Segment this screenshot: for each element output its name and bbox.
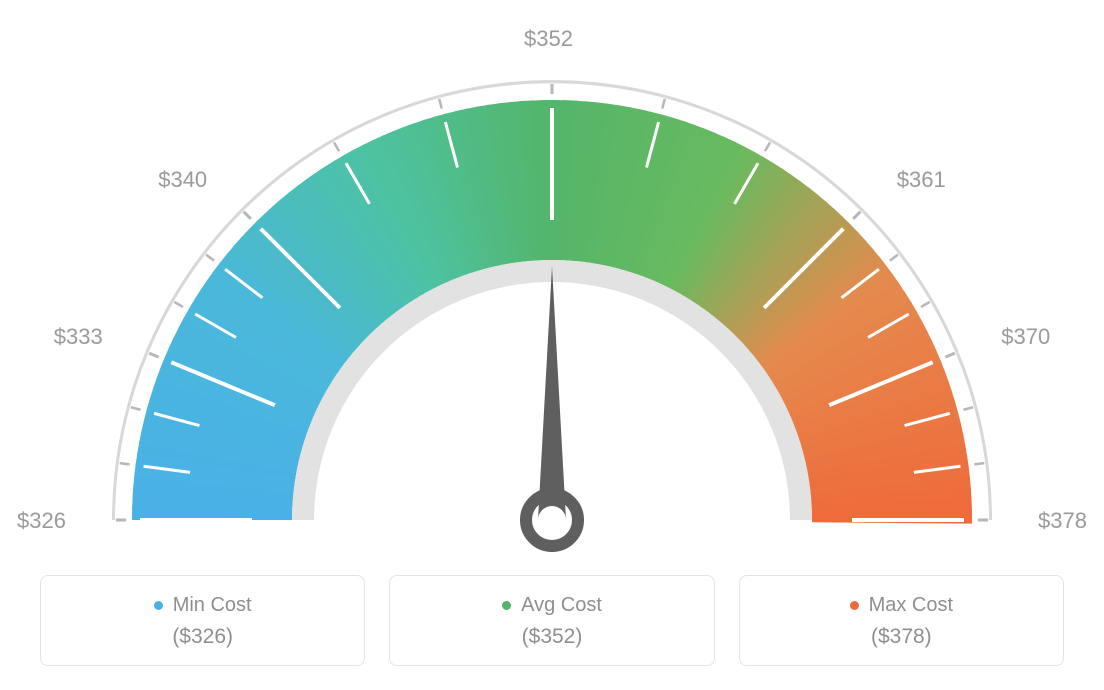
scale-label: $340 xyxy=(151,167,207,193)
legend-avg-label: Avg Cost xyxy=(521,594,602,617)
legend-min-label: Min Cost xyxy=(173,594,252,617)
gauge-chart: $326 $333 $340 $352 $361 $370 $378 xyxy=(0,0,1104,560)
scale-label: $361 xyxy=(897,167,946,193)
scale-label: $352 xyxy=(524,26,573,52)
scale-label: $326 xyxy=(10,508,66,534)
legend-row: Min Cost ($326) Avg Cost ($352) Max Cost… xyxy=(40,575,1064,666)
scale-label: $370 xyxy=(1001,324,1050,350)
legend-avg-title: Avg Cost xyxy=(502,594,602,617)
dot-max-icon xyxy=(850,601,859,610)
legend-avg-box: Avg Cost ($352) xyxy=(389,575,714,666)
legend-min-box: Min Cost ($326) xyxy=(40,575,365,666)
legend-avg-value: ($352) xyxy=(400,625,703,649)
dot-avg-icon xyxy=(502,601,511,610)
dot-min-icon xyxy=(154,601,163,610)
scale-label: $378 xyxy=(1038,508,1087,534)
legend-max-title: Max Cost xyxy=(850,594,953,617)
scale-label: $333 xyxy=(47,324,103,350)
legend-min-title: Min Cost xyxy=(154,594,252,617)
gauge-svg xyxy=(52,20,1052,560)
legend-max-value: ($378) xyxy=(750,625,1053,649)
legend-max-box: Max Cost ($378) xyxy=(739,575,1064,666)
legend-min-value: ($326) xyxy=(51,625,354,649)
legend-max-label: Max Cost xyxy=(869,594,953,617)
